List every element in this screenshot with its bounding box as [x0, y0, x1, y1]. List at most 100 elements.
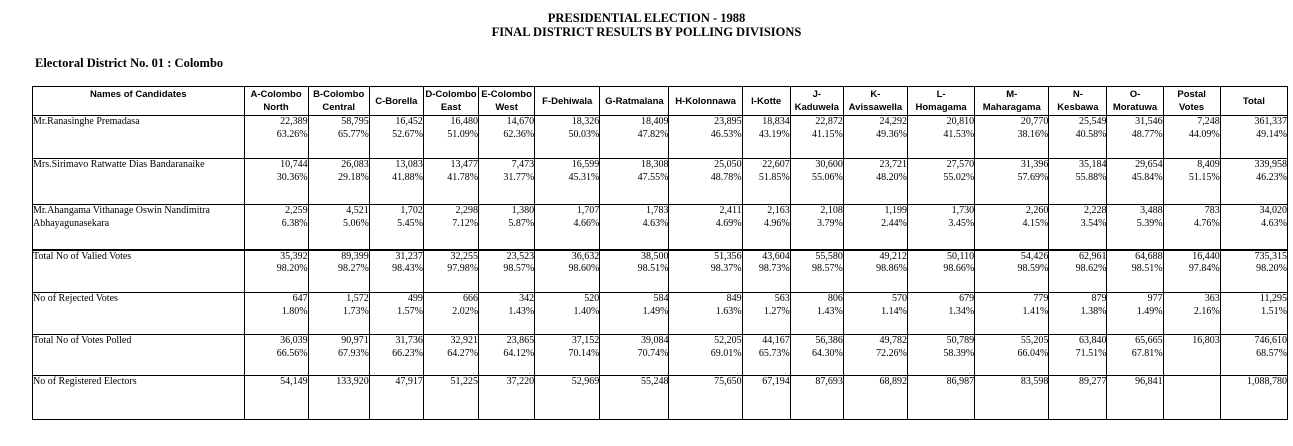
vote-count: 25,549	[1049, 116, 1106, 129]
vote-percentage: 64.30%	[791, 348, 843, 361]
vote-count: 679	[908, 293, 974, 306]
vote-count: 23,721	[844, 159, 907, 172]
table-cell: 65,665 67.81%	[1107, 335, 1163, 376]
vote-percentage: 44.09%	[1164, 129, 1220, 142]
vote-percentage: 1.40%	[535, 306, 599, 319]
table-cell: 879 1.38%	[1049, 293, 1107, 335]
vote-percentage: 66.23%	[370, 348, 423, 361]
vote-count: 38,500	[600, 251, 668, 264]
vote-percentage: 98.86%	[844, 263, 907, 276]
vote-percentage: 98.57%	[791, 263, 843, 276]
table-cell: 16,803	[1163, 335, 1220, 376]
table-cell: 23,865 64.12%	[479, 335, 535, 376]
column-header-line: Central	[309, 101, 369, 114]
vote-percentage: 1.73%	[309, 306, 369, 319]
vote-count: 49,782	[844, 335, 907, 348]
column-header-line: J-	[791, 88, 843, 101]
vote-count: 50,110	[908, 251, 974, 264]
vote-count: 52,969	[535, 376, 599, 389]
vote-percentage: 30.36%	[245, 172, 308, 185]
vote-count: 51,225	[424, 376, 478, 389]
vote-percentage: 66.56%	[245, 348, 308, 361]
table-cell: 35,184 55.88%	[1049, 159, 1107, 205]
vote-percentage: 5.06%	[309, 218, 369, 231]
row-label: Total No of Votes Polled	[33, 335, 245, 376]
vote-percentage: 98.20%	[245, 263, 308, 276]
row-label: Total No of Valied Votes	[33, 250, 245, 293]
table-cell: 2,108 3.79%	[790, 205, 843, 250]
column-header: M- Maharagama	[975, 87, 1049, 116]
vote-percentage: 1.51%	[1221, 306, 1287, 319]
vote-count: 520	[535, 293, 599, 306]
row-label: Mrs.Sirimavo Ratwatte Dias Bandaranaike	[33, 159, 245, 205]
vote-count: 37,220	[479, 376, 534, 389]
vote-count: 49,212	[844, 251, 907, 264]
vote-percentage: 97.84%	[1164, 263, 1220, 276]
vote-count: 4,521	[309, 205, 369, 218]
vote-percentage: 98.51%	[600, 263, 668, 276]
vote-percentage: 4.66%	[535, 218, 599, 231]
table-cell: 339,958 46.23%	[1220, 159, 1287, 205]
table-cell: 679 1.34%	[908, 293, 975, 335]
vote-count: 2,163	[743, 205, 790, 218]
column-header: B-Colombo Central	[308, 87, 369, 116]
vote-percentage: 5.87%	[479, 218, 534, 231]
table-cell: 29,654 45.84%	[1107, 159, 1163, 205]
vote-count: 16,599	[535, 159, 599, 172]
vote-percentage: 71.51%	[1049, 348, 1106, 361]
vote-percentage: 49.14%	[1221, 129, 1287, 142]
vote-count: 879	[1049, 293, 1106, 306]
vote-percentage: 4.63%	[1221, 218, 1287, 231]
vote-percentage: 6.38%	[245, 218, 308, 231]
vote-count: 89,277	[1049, 376, 1106, 389]
column-header-line: East	[424, 101, 478, 114]
table-cell: 647 1.80%	[244, 293, 308, 335]
table-cell: 20,810 41.53%	[908, 116, 975, 159]
vote-percentage: 29.18%	[309, 172, 369, 185]
table-cell: 23,523 98.57%	[479, 250, 535, 293]
column-header-line: B-Colombo	[309, 88, 369, 101]
row-label-line: Mrs.Sirimavo Ratwatte Dias Bandaranaike	[33, 159, 244, 172]
vote-count: 806	[791, 293, 843, 306]
vote-count: 2,298	[424, 205, 478, 218]
vote-count: 779	[975, 293, 1048, 306]
vote-percentage: 38.16%	[975, 129, 1048, 142]
table-cell: 18,326 50.03%	[535, 116, 600, 159]
table-cell: 8,409 51.15%	[1163, 159, 1220, 205]
vote-count: 1,730	[908, 205, 974, 218]
vote-count: 22,607	[743, 159, 790, 172]
vote-count: 11,295	[1221, 293, 1287, 306]
vote-percentage: 4.69%	[669, 218, 741, 231]
table-cell: 51,356 98.37%	[669, 250, 742, 293]
table-cell: 2,260 4.15%	[975, 205, 1049, 250]
vote-count: 20,810	[908, 116, 974, 129]
vote-count: 52,205	[669, 335, 741, 348]
vote-percentage: 4.15%	[975, 218, 1048, 231]
table-cell: 361,337 49.14%	[1220, 116, 1287, 159]
table-cell	[1163, 376, 1220, 420]
vote-percentage: 48.77%	[1107, 129, 1162, 142]
vote-percentage: 45.31%	[535, 172, 599, 185]
column-header-line: Kaduwela	[791, 101, 843, 114]
vote-percentage: 98.66%	[908, 263, 974, 276]
vote-count: 25,050	[669, 159, 741, 172]
column-header-line: N-	[1049, 88, 1106, 101]
vote-percentage: 1.41%	[975, 306, 1048, 319]
vote-percentage: 55.02%	[908, 172, 974, 185]
column-header: Postal Votes	[1163, 87, 1220, 116]
vote-percentage: 51.15%	[1164, 172, 1220, 185]
table-cell: 89,277	[1049, 376, 1107, 420]
vote-percentage: 47.55%	[600, 172, 668, 185]
vote-count: 2,228	[1049, 205, 1106, 218]
table-cell: 64,688 98.51%	[1107, 250, 1163, 293]
vote-count: 7,473	[479, 159, 534, 172]
table-cell: 89,399 98.27%	[308, 250, 369, 293]
vote-count: 67,194	[743, 376, 790, 389]
table-cell: 18,308 47.55%	[600, 159, 669, 205]
vote-percentage: 65.77%	[309, 129, 369, 142]
vote-count: 36,039	[245, 335, 308, 348]
table-cell: 1,702 5.45%	[369, 205, 423, 250]
table-cell: 22,872 41.15%	[790, 116, 843, 159]
table-cell: 342 1.43%	[479, 293, 535, 335]
vote-count: 339,958	[1221, 159, 1287, 172]
